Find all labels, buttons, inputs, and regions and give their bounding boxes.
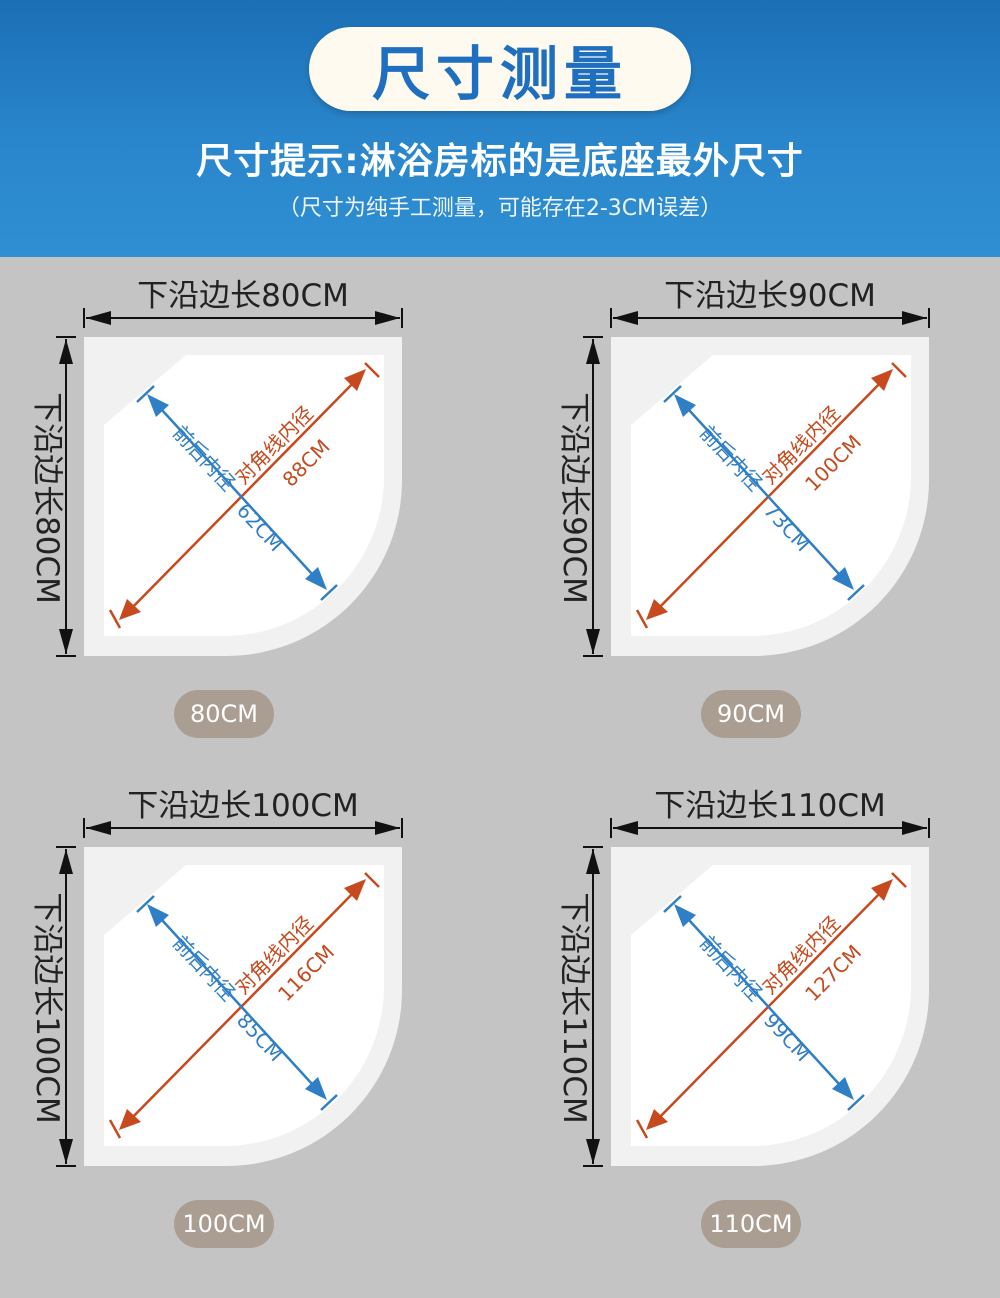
size-diagram-4: 下沿边长110CM 下沿边长110CM 对角线内径 127CM 前后内径 99CM 110C… (556, 788, 1000, 1270)
header-banner: 尺寸测量 尺寸提示:淋浴房标的是底座最外尺寸 （尺寸为纯手工测量，可能存在2-3… (0, 0, 1000, 257)
front-back-arrow-icon (674, 904, 696, 927)
top-edge-label: 下沿边长100CM (127, 788, 359, 824)
front-back-tick (847, 584, 865, 601)
arrow-down-icon (59, 629, 73, 654)
diagonal-arrow-icon (871, 879, 893, 901)
diagonal-arrow-icon (344, 879, 366, 901)
size-badge: 100CM (174, 1200, 274, 1248)
diagonal-tick (364, 872, 380, 888)
side-edge-label: 下沿边长100CM (29, 892, 65, 1124)
front-back-arrow-icon (305, 567, 327, 590)
side-edge-label: 下沿边长90CM (556, 392, 592, 604)
arrow-left-icon (613, 821, 638, 835)
top-edge-label: 下沿边长110CM (654, 788, 886, 824)
size-diagram-1: 下沿边长80CM 下沿边长80CM 对角线内径 88CM 前后内径 62CM 80CM (29, 278, 487, 760)
diagonal-line (650, 374, 889, 617)
front-back-arrow-icon (305, 1077, 327, 1100)
front-back-tick (320, 1094, 338, 1111)
page-subtitle: 尺寸提示:淋浴房标的是底座最外尺寸 (196, 141, 804, 182)
side-edge-label: 下沿边长110CM (556, 892, 592, 1124)
size-badge: 80CM (174, 690, 274, 738)
arrow-right-icon (902, 311, 927, 325)
arrow-left-icon (613, 311, 638, 325)
arrow-down-icon (59, 1139, 73, 1164)
diagonal-arrow-icon (344, 369, 366, 391)
top-edge-label: 下沿边长80CM (137, 278, 349, 314)
diagonal-tick (891, 362, 907, 378)
diagonal-tick (108, 609, 122, 629)
diagonal-tick (364, 362, 380, 378)
arrow-up-icon (59, 339, 73, 364)
arrow-down-icon (586, 1139, 600, 1164)
front-back-tick (663, 895, 682, 913)
front-back-arrow-icon (832, 1077, 854, 1100)
size-badge: 90CM (701, 690, 801, 738)
arrow-left-icon (86, 311, 111, 325)
arrow-down-icon (586, 629, 600, 654)
diagonal-arrow-icon (119, 599, 141, 620)
size-diagram-3: 下沿边长100CM 下沿边长100CM 对角线内径 116CM 前后内径 85CM 100C… (29, 788, 487, 1270)
diagonal-arrow-icon (871, 369, 893, 391)
front-back-tick (320, 584, 338, 601)
diagonal-line (123, 884, 362, 1127)
diagonal-line (123, 374, 362, 617)
diagonal-tick (635, 1119, 649, 1139)
title-pill: 尺寸测量 (309, 27, 691, 111)
front-back-arrow-icon (147, 394, 169, 417)
front-back-line (677, 397, 851, 587)
measurement-note: （尺寸为纯手工测量，可能存在2-3CM误差） (277, 196, 723, 221)
diagonal-arrow-icon (646, 1109, 668, 1130)
front-back-line (150, 397, 324, 587)
diagonal-arrow-icon (119, 1109, 141, 1130)
arrow-up-icon (586, 849, 600, 874)
front-back-arrow-icon (674, 394, 696, 417)
size-diagram-2: 下沿边长90CM 下沿边长90CM 对角线内径 100CM 前后内径 73CM 90CM (556, 278, 1000, 760)
front-back-line (677, 907, 851, 1097)
arrow-right-icon (375, 821, 400, 835)
diagonal-tick (891, 872, 907, 888)
arrow-right-icon (902, 821, 927, 835)
front-back-tick (847, 1094, 865, 1111)
diagonal-line (650, 884, 889, 1127)
diagonal-arrow-icon (646, 599, 668, 620)
top-edge-label: 下沿边长90CM (664, 278, 876, 314)
page-title: 尺寸测量 (371, 40, 628, 108)
side-edge-label: 下沿边长80CM (29, 392, 65, 604)
arrow-right-icon (375, 311, 400, 325)
diagonal-tick (108, 1119, 122, 1139)
front-back-tick (136, 385, 155, 403)
front-back-tick (136, 895, 155, 913)
front-back-tick (663, 385, 682, 403)
front-back-line (150, 907, 324, 1097)
size-badge: 110CM (701, 1200, 801, 1248)
front-back-arrow-icon (832, 567, 854, 590)
front-back-arrow-icon (147, 904, 169, 927)
arrow-up-icon (59, 849, 73, 874)
diagonal-tick (635, 609, 649, 629)
arrow-left-icon (86, 821, 111, 835)
arrow-up-icon (586, 339, 600, 364)
